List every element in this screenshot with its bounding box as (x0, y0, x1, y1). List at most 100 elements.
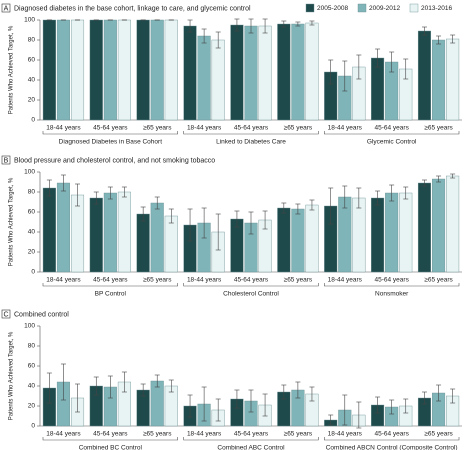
bar (136, 19, 150, 121)
error-bar (60, 174, 66, 192)
bar (150, 380, 164, 427)
x-tick-label: 45-64 years (375, 277, 410, 284)
group-label: Combined BC Control (79, 445, 143, 450)
bar (150, 202, 164, 273)
group-bracket (324, 283, 460, 287)
group-label: BP Control (95, 291, 127, 298)
bar (197, 35, 211, 121)
error-bar (356, 187, 362, 209)
y-axis-label: Patients Who Achieved Target, % (9, 25, 15, 114)
bar (258, 25, 272, 121)
y-tick-label: 20 (28, 97, 36, 104)
error-bar (450, 173, 456, 179)
error-bar (309, 20, 315, 26)
error-bar (46, 372, 52, 404)
bar (371, 57, 385, 121)
x-tick-label: 18-44 years (46, 431, 81, 438)
error-bar (309, 386, 315, 402)
error-bar (75, 183, 81, 207)
bar (211, 39, 225, 121)
group-bracket (183, 283, 319, 287)
group-bracket (324, 437, 460, 441)
bar (89, 19, 103, 121)
bar (417, 182, 432, 273)
error-bar (187, 394, 193, 418)
error-bar (121, 371, 127, 393)
error-bar (421, 391, 427, 405)
error-bar (356, 401, 362, 429)
bar (432, 39, 446, 121)
error-bar (375, 190, 381, 206)
error-bar (121, 186, 127, 198)
y-tick-label: 80 (28, 189, 36, 196)
error-bar (436, 384, 442, 402)
y-axis-label: Patients Who Achieved Target, % (9, 331, 15, 420)
x-tick-label: ≥65 years (424, 125, 453, 132)
panel-letter-box (1, 3, 11, 13)
x-tick-label: 45-64 years (234, 431, 269, 438)
y-tick-label: 100 (24, 323, 35, 330)
x-tick-label: 45-64 years (93, 277, 128, 284)
y-tick-label: 80 (28, 37, 36, 44)
error-bar (93, 376, 99, 396)
panel-title: Diagnosed diabetes in the base cohort, l… (14, 5, 251, 12)
x-tick-label: ≥65 years (284, 277, 313, 284)
x-tick-label: 18-44 years (328, 277, 363, 284)
error-bar (281, 20, 287, 28)
group-label: Combined ABC Control (217, 445, 285, 450)
y-tick-label: 60 (28, 363, 36, 370)
group-label: Glycemic Control (367, 139, 417, 146)
error-bar (421, 179, 427, 187)
error-bar (154, 196, 160, 210)
x-tick-label: 18-44 years (328, 431, 363, 438)
error-bar (295, 21, 301, 27)
bar (277, 23, 291, 121)
legend-swatch (305, 3, 315, 13)
bar (446, 38, 460, 121)
y-tick-label: 40 (28, 229, 36, 236)
group-label: Cholesterol Control (223, 291, 279, 298)
x-tick-label: 45-64 years (375, 125, 410, 132)
x-tick-label: 45-64 years (93, 431, 128, 438)
bar (446, 175, 460, 273)
error-bar (421, 26, 427, 36)
error-bar (201, 28, 207, 44)
bar (136, 213, 150, 273)
group-label: Nonsmoker (375, 291, 409, 298)
error-bar (46, 179, 52, 197)
bar (371, 197, 385, 273)
error-bar (154, 374, 160, 388)
error-bar (201, 207, 207, 239)
legend-swatch (409, 3, 419, 13)
bar (305, 204, 319, 273)
bar (399, 192, 413, 273)
error-bar (389, 51, 395, 73)
bar (230, 24, 244, 121)
bar (42, 187, 56, 273)
x-tick-label: ≥65 years (143, 431, 172, 438)
x-tick-label: ≥65 years (143, 125, 172, 132)
error-bar (436, 35, 442, 45)
error-bar (140, 383, 146, 397)
error-bar (403, 186, 409, 200)
y-tick-label: 100 (24, 169, 35, 176)
y-tick-label: 40 (28, 77, 36, 84)
panel-letter: B (4, 157, 9, 164)
panel-letter-box (1, 155, 11, 165)
panel-letter: A (4, 5, 9, 12)
x-tick-label: 18-44 years (328, 125, 363, 132)
x-tick-label: 18-44 years (46, 125, 81, 132)
error-bar (248, 18, 254, 34)
error-bar (215, 31, 221, 49)
legend-label: 2005-2008 (317, 5, 348, 12)
panel-title: Combined control (14, 311, 69, 318)
bar (305, 22, 319, 121)
error-bar (234, 210, 240, 228)
y-tick-label: 40 (28, 383, 36, 390)
error-bar (450, 388, 456, 404)
error-bar (356, 54, 362, 80)
y-tick-label: 0 (31, 423, 35, 430)
group-bracket (42, 437, 178, 441)
y-tick-label: 60 (28, 209, 36, 216)
